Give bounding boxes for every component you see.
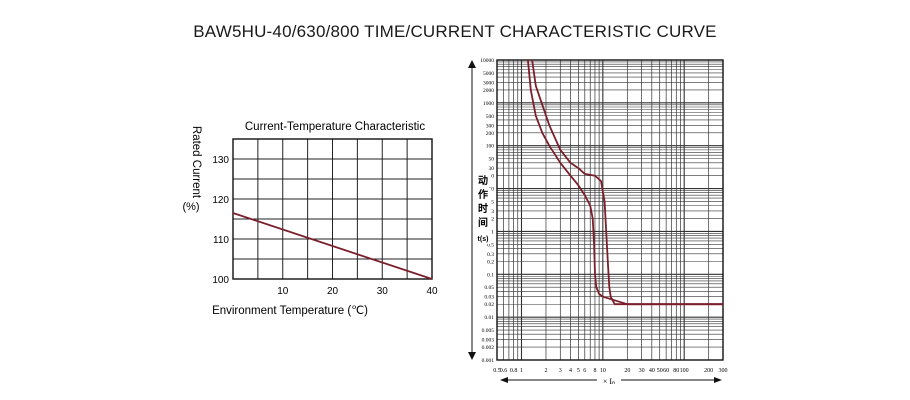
x-tick-label: 50 — [657, 368, 663, 374]
y-axis-label-bg — [475, 174, 491, 187]
y-tick-label: 0.003 — [482, 338, 495, 344]
y-tick-label: 200 — [486, 131, 495, 137]
y-axis-label-bg — [475, 202, 491, 215]
y-tick-label: 0.5 — [487, 242, 494, 248]
y-tick-label: 0.001 — [482, 358, 495, 364]
y-axis-label: Rated Current — [190, 126, 202, 199]
x-tick-label: 30 — [377, 286, 389, 297]
y-axis-unit: (%) — [182, 201, 199, 213]
y-tick-label: 0.3 — [487, 252, 494, 258]
current-temperature-chart: 10 20 30 40 100 110 120 130 Current-Temperature … — [182, 121, 438, 317]
x-tick-label: 300 — [719, 368, 728, 374]
y-tick-label: 110 — [213, 235, 229, 246]
series-curve — [527, 59, 723, 306]
y-tick-label: 10000 — [480, 58, 494, 64]
x-axis-arrow-left — [500, 377, 508, 383]
x-tick-label: 200 — [704, 368, 713, 374]
series-line — [232, 212, 433, 280]
y-tick-label: 0.02 — [484, 302, 494, 308]
x-tick-label: 20 — [327, 286, 339, 297]
y-tick-label: 0.2 — [487, 259, 494, 265]
y-tick-label: 0.005 — [482, 328, 495, 334]
x-tick-label: 40 — [426, 286, 438, 297]
x-tick-label: 5 — [577, 368, 580, 374]
x-axis-label: × Iₙ — [603, 377, 615, 386]
x-axis-label: Environment Temperature (℃) — [212, 305, 368, 317]
y-tick-label: 10 — [489, 187, 495, 193]
plot-frame — [496, 59, 724, 361]
y-tick-label: 100 — [212, 275, 229, 286]
y-tick-label: 0.01 — [484, 315, 494, 321]
y-axis-label-char: 间 — [478, 216, 488, 229]
x-tick-label: 6 — [583, 368, 586, 374]
y-tick-label: 3 — [491, 209, 494, 215]
y-tick-label: 0.05 — [484, 285, 494, 291]
y-tick-label: 5000 — [483, 71, 494, 77]
y-axis-label-char: 作 — [478, 188, 488, 201]
y-axis-label-char: 动 — [478, 174, 488, 187]
y-tick-label: 5 — [491, 199, 494, 205]
y-tick-label: 130 — [212, 155, 229, 166]
x-tick-label: 40 — [649, 368, 655, 374]
chart-title: Current-Temperature Characteristic — [245, 121, 425, 133]
y-tick-label: 3000 — [483, 80, 494, 86]
page-title: BAW5HU-40/630/800 TIME/CURRENT CHARACTER… — [193, 22, 717, 41]
x-tick-label: 1 — [520, 368, 523, 374]
y-tick-label: 2000 — [483, 88, 494, 94]
y-axis-label-bg — [475, 231, 491, 244]
y-tick-label: 0.03 — [484, 295, 494, 301]
y-axis-arrow-up — [468, 60, 476, 68]
x-tick-label: 10 — [600, 368, 606, 374]
x-tick-label: 2 — [544, 368, 547, 374]
series-curve — [531, 59, 723, 306]
y-tick-label: 100 — [486, 144, 495, 150]
y-tick-label: 2 — [491, 217, 494, 223]
y-axis-label-bg — [475, 188, 491, 201]
y-axis-label-char: 时 — [478, 202, 488, 215]
x-tick-label: 0.6 — [500, 368, 508, 374]
x-tick-label: 30 — [639, 368, 645, 374]
x-axis-label-bg — [597, 374, 621, 386]
x-tick-label: 4 — [569, 368, 572, 374]
x-tick-label: 8 — [593, 368, 596, 374]
x-tick-label: 100 — [680, 368, 689, 374]
y-tick-label: 0.002 — [482, 345, 495, 351]
y-axis-arrow-down — [468, 352, 476, 360]
x-tick-label: 0.5 — [493, 368, 501, 374]
x-tick-label: 10 — [277, 286, 289, 297]
y-tick-label: 50 — [489, 157, 495, 163]
y-tick-label: 0.1 — [487, 272, 494, 278]
x-tick-label: 3 — [559, 368, 562, 374]
plot-frame — [232, 138, 433, 280]
y-axis-label-bg — [475, 216, 491, 229]
x-tick-label: 80 — [673, 368, 679, 374]
y-tick-label: 500 — [486, 114, 495, 120]
time-current-chart: 0.50.6 0.8 1 2 3 4 5 6 8 10 20 30 40 50 60 80 100 200 3001… — [468, 58, 728, 386]
x-tick-label: 0.8 — [510, 368, 518, 374]
y-axis-label-char: t(s) — [478, 236, 489, 243]
x-axis-arrow-right — [714, 377, 722, 383]
y-tick-label: 30 — [489, 166, 495, 172]
y-tick-label: 20 — [489, 174, 495, 180]
x-tick-label: 20 — [624, 368, 630, 374]
y-tick-label: 1 — [491, 229, 494, 235]
y-tick-label: 300 — [486, 123, 495, 129]
x-tick-label: 60 — [663, 368, 669, 374]
y-tick-label: 120 — [212, 195, 229, 206]
y-tick-label: 1000 — [483, 101, 494, 107]
